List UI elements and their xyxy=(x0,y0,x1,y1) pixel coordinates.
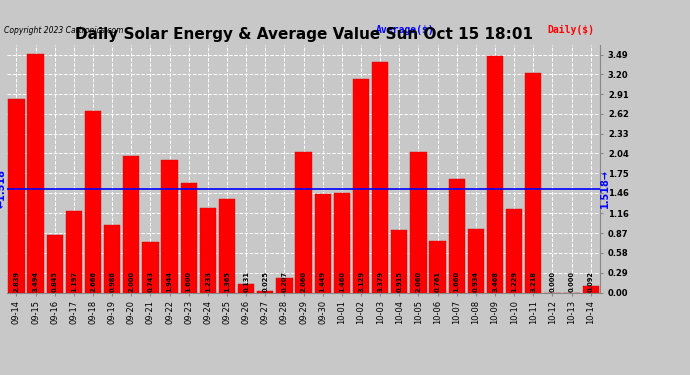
Bar xyxy=(276,278,293,292)
Text: 1.233: 1.233 xyxy=(205,271,211,292)
Bar xyxy=(582,286,599,292)
Text: 3.379: 3.379 xyxy=(377,271,383,292)
Text: Daily($): Daily($) xyxy=(547,25,594,35)
Bar xyxy=(200,209,216,292)
Bar xyxy=(372,62,388,292)
Bar xyxy=(411,152,426,292)
Text: 0.915: 0.915 xyxy=(396,271,402,292)
Bar xyxy=(429,241,446,292)
Text: Copyright 2023 Cartronics.com: Copyright 2023 Cartronics.com xyxy=(4,26,124,35)
Bar xyxy=(8,99,25,292)
Text: 1.600: 1.600 xyxy=(186,271,192,292)
Text: 0.000: 0.000 xyxy=(549,271,555,292)
Bar xyxy=(124,156,139,292)
Bar xyxy=(295,152,312,292)
Text: 3.218: 3.218 xyxy=(531,271,536,292)
Text: 0.845: 0.845 xyxy=(52,271,58,292)
Bar xyxy=(257,291,273,292)
Text: 1.197: 1.197 xyxy=(71,271,77,292)
Text: 2.060: 2.060 xyxy=(415,271,422,292)
Title: Daily Solar Energy & Average Value Sun Oct 15 18:01: Daily Solar Energy & Average Value Sun O… xyxy=(75,27,533,42)
Bar xyxy=(66,211,82,292)
Bar xyxy=(391,230,407,292)
Text: 1.944: 1.944 xyxy=(166,271,172,292)
Bar xyxy=(104,225,120,292)
Text: 0.207: 0.207 xyxy=(282,271,288,292)
Text: 3.468: 3.468 xyxy=(492,271,498,292)
Text: 2.000: 2.000 xyxy=(128,271,135,292)
Text: ←1.518: ←1.518 xyxy=(0,170,7,208)
Bar xyxy=(506,209,522,292)
Text: 3.129: 3.129 xyxy=(358,271,364,292)
Text: 1.660: 1.660 xyxy=(454,271,460,292)
Bar xyxy=(525,73,542,292)
Text: 1.518→: 1.518→ xyxy=(600,170,610,208)
Bar xyxy=(353,79,369,292)
Text: Average($): Average($) xyxy=(375,25,434,35)
Text: 1.365: 1.365 xyxy=(224,271,230,292)
Text: 1.460: 1.460 xyxy=(339,271,345,292)
Text: 2.666: 2.666 xyxy=(90,271,96,292)
Text: 2.839: 2.839 xyxy=(14,271,19,292)
Text: 0.092: 0.092 xyxy=(588,271,593,292)
Bar xyxy=(448,179,465,292)
Text: 0.934: 0.934 xyxy=(473,271,479,292)
Text: 0.761: 0.761 xyxy=(435,271,441,292)
Bar xyxy=(219,200,235,292)
Bar xyxy=(142,242,159,292)
Bar xyxy=(334,193,350,292)
Text: 3.494: 3.494 xyxy=(32,271,39,292)
Bar xyxy=(181,183,197,292)
Bar xyxy=(161,160,178,292)
Text: 1.229: 1.229 xyxy=(511,271,518,292)
Bar xyxy=(468,229,484,292)
Text: 0.131: 0.131 xyxy=(243,271,249,292)
Text: 2.060: 2.060 xyxy=(301,271,306,292)
Text: 0.025: 0.025 xyxy=(262,271,268,292)
Bar xyxy=(315,194,331,292)
Text: 1.449: 1.449 xyxy=(319,271,326,292)
Bar xyxy=(487,56,503,292)
Text: 0.743: 0.743 xyxy=(148,271,153,292)
Bar xyxy=(238,284,255,292)
Text: 0.986: 0.986 xyxy=(109,271,115,292)
Text: 0.000: 0.000 xyxy=(569,271,575,292)
Bar xyxy=(28,54,43,292)
Bar xyxy=(47,235,63,292)
Bar xyxy=(85,111,101,292)
